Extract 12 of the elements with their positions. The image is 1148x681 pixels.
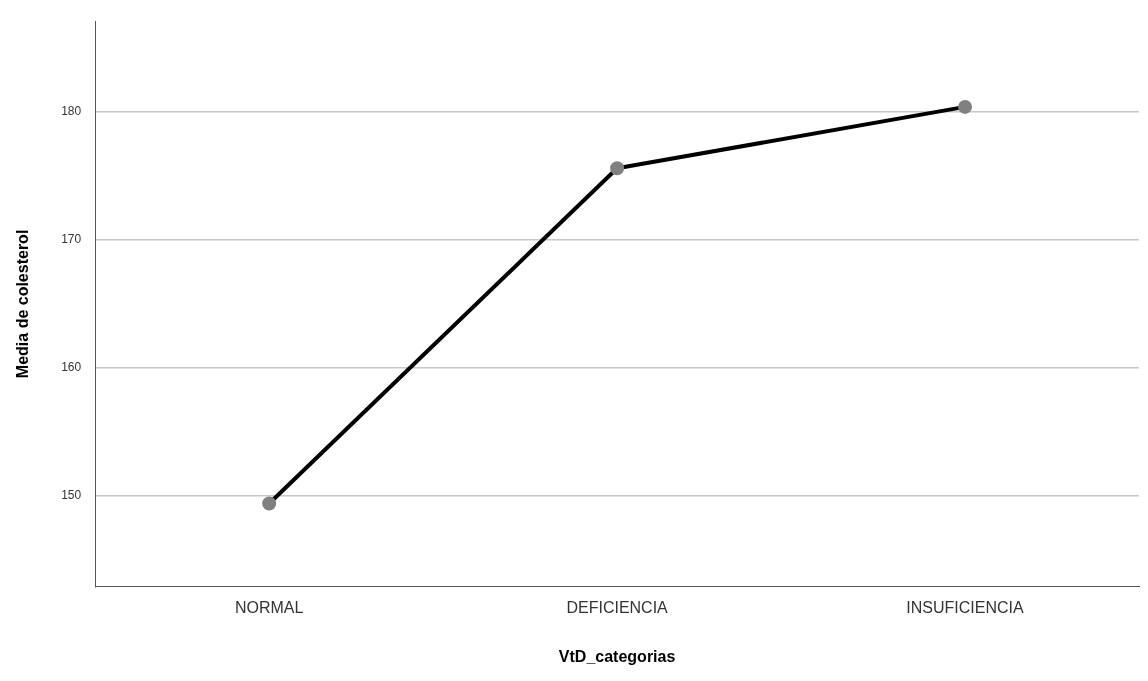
y-tick-label: 150 (61, 488, 82, 503)
y-tick-label: 180 (61, 104, 82, 119)
y-axis-title: Media de colesterol (14, 229, 32, 379)
x-axis-title: VtD_categorias (558, 647, 676, 665)
point (610, 161, 625, 176)
point (958, 99, 973, 114)
x-tick-label: DEFICIENCIA (566, 598, 669, 616)
y-tick-label: 160 (61, 360, 82, 375)
x-tick-label: INSUFICIENCIA (906, 598, 1025, 616)
x-tick-label: NORMAL (234, 598, 304, 616)
point (262, 496, 277, 511)
y-tick-label: 170 (61, 232, 82, 247)
